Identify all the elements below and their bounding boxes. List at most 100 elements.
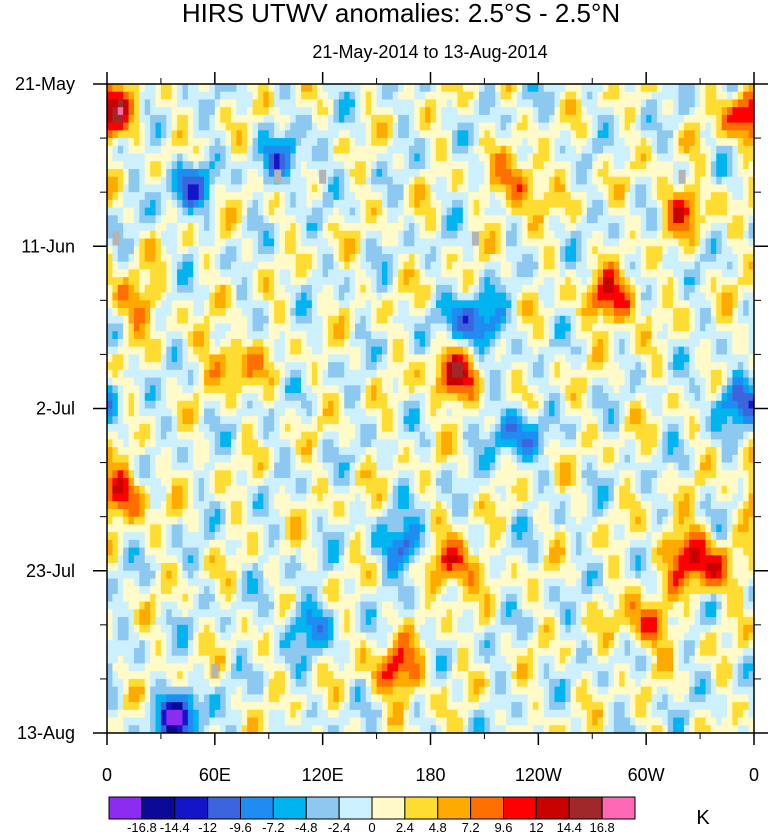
heatmap-cell (511, 223, 518, 232)
heatmap-cell (452, 284, 458, 293)
heatmap-cell (452, 145, 458, 154)
heatmap-cell (144, 253, 151, 263)
heatmap-cell (732, 277, 739, 286)
heatmap-cell (457, 369, 464, 378)
heatmap-cell (640, 215, 647, 224)
heatmap-cell (495, 284, 501, 293)
heatmap-cell (398, 107, 404, 116)
heatmap-cell (198, 315, 205, 324)
heatmap-cell (177, 168, 183, 178)
heatmap-cell (236, 385, 243, 394)
heatmap-cell (646, 145, 652, 154)
heatmap-cell (532, 292, 539, 301)
heatmap-cell (295, 400, 302, 409)
heatmap-cell (182, 323, 189, 332)
heatmap-cell (635, 354, 642, 363)
heatmap-cell (673, 308, 679, 317)
heatmap-cell (236, 138, 243, 147)
heatmap-cell (414, 161, 421, 170)
heatmap-cell (344, 393, 350, 402)
heatmap-cell (705, 292, 712, 301)
heatmap-cell (403, 354, 410, 363)
heatmap-cell (371, 91, 377, 100)
heatmap-cell (387, 192, 394, 201)
heatmap-cell (635, 253, 642, 263)
heatmap-cell (274, 354, 280, 363)
heatmap-cell (748, 192, 754, 201)
heatmap-cell (576, 284, 582, 293)
heatmap-cell (392, 261, 399, 270)
heatmap-cell (414, 184, 421, 193)
heatmap-cell (689, 338, 696, 348)
heatmap-cell (656, 277, 663, 286)
heatmap-cell (732, 253, 739, 263)
heatmap-cell (112, 184, 119, 193)
heatmap-cell (613, 223, 620, 232)
heatmap-cell (554, 246, 561, 255)
heatmap-cell (387, 323, 394, 332)
heatmap-cell (419, 323, 426, 332)
heatmap-cell (700, 99, 706, 108)
heatmap-cell (274, 223, 280, 232)
heatmap-cell (603, 323, 609, 332)
heatmap-cell (570, 99, 577, 108)
heatmap-cell (193, 284, 200, 293)
heatmap-cell (376, 161, 383, 170)
heatmap-cell (737, 315, 744, 324)
heatmap-cell (392, 207, 399, 216)
heatmap-cell (408, 246, 415, 255)
heatmap-cell (700, 161, 706, 170)
heatmap-cell (441, 207, 448, 216)
heatmap-cell (268, 215, 275, 224)
heatmap-cell (107, 145, 113, 154)
heatmap-cell (716, 338, 722, 348)
heatmap-cell (155, 215, 162, 224)
heatmap-cell (204, 346, 210, 355)
heatmap-cell (177, 292, 183, 301)
heatmap-cell (592, 184, 598, 193)
heatmap-cell (371, 192, 377, 201)
heatmap-cell (214, 269, 221, 278)
heatmap-cell (673, 346, 679, 355)
heatmap-cell (683, 145, 690, 154)
heatmap-cell (209, 338, 216, 348)
heatmap-cell (252, 315, 259, 324)
heatmap-cell (360, 346, 367, 355)
heatmap-cell (667, 207, 674, 216)
heatmap-cell (231, 277, 237, 286)
heatmap-cell (338, 346, 345, 355)
heatmap-cell (419, 362, 426, 371)
heatmap-cell (710, 99, 717, 108)
heatmap-cell (624, 284, 631, 293)
heatmap-cell (209, 315, 216, 324)
heatmap-cell (150, 246, 156, 255)
heatmap-cell (247, 261, 253, 270)
heatmap-cell (549, 91, 555, 100)
heatmap-cell (629, 215, 636, 224)
heatmap-cell (452, 122, 458, 131)
heatmap-cell (414, 362, 421, 371)
heatmap-cell (376, 315, 383, 324)
heatmap-cell (403, 400, 410, 409)
heatmap-cell (279, 369, 286, 378)
heatmap-cell (629, 122, 636, 131)
heatmap-cell (446, 308, 453, 317)
heatmap-cell (689, 269, 696, 278)
heatmap-cell (107, 122, 113, 131)
heatmap-cell (209, 238, 216, 247)
heatmap-cell (430, 153, 437, 162)
heatmap-cell (204, 230, 210, 239)
heatmap-cell (673, 199, 679, 208)
heatmap-cell (613, 269, 620, 278)
heatmap-cell (473, 338, 480, 348)
heatmap-cell (457, 284, 464, 293)
heatmap-cell (629, 207, 636, 216)
heatmap-cell (452, 176, 458, 185)
heatmap-cell (376, 323, 383, 332)
heatmap-cell (462, 269, 469, 278)
heatmap-cell (430, 331, 437, 340)
heatmap-cell (160, 153, 167, 162)
heatmap-cell (236, 168, 243, 178)
heatmap-cell (538, 99, 545, 108)
heatmap-cell (107, 161, 113, 170)
